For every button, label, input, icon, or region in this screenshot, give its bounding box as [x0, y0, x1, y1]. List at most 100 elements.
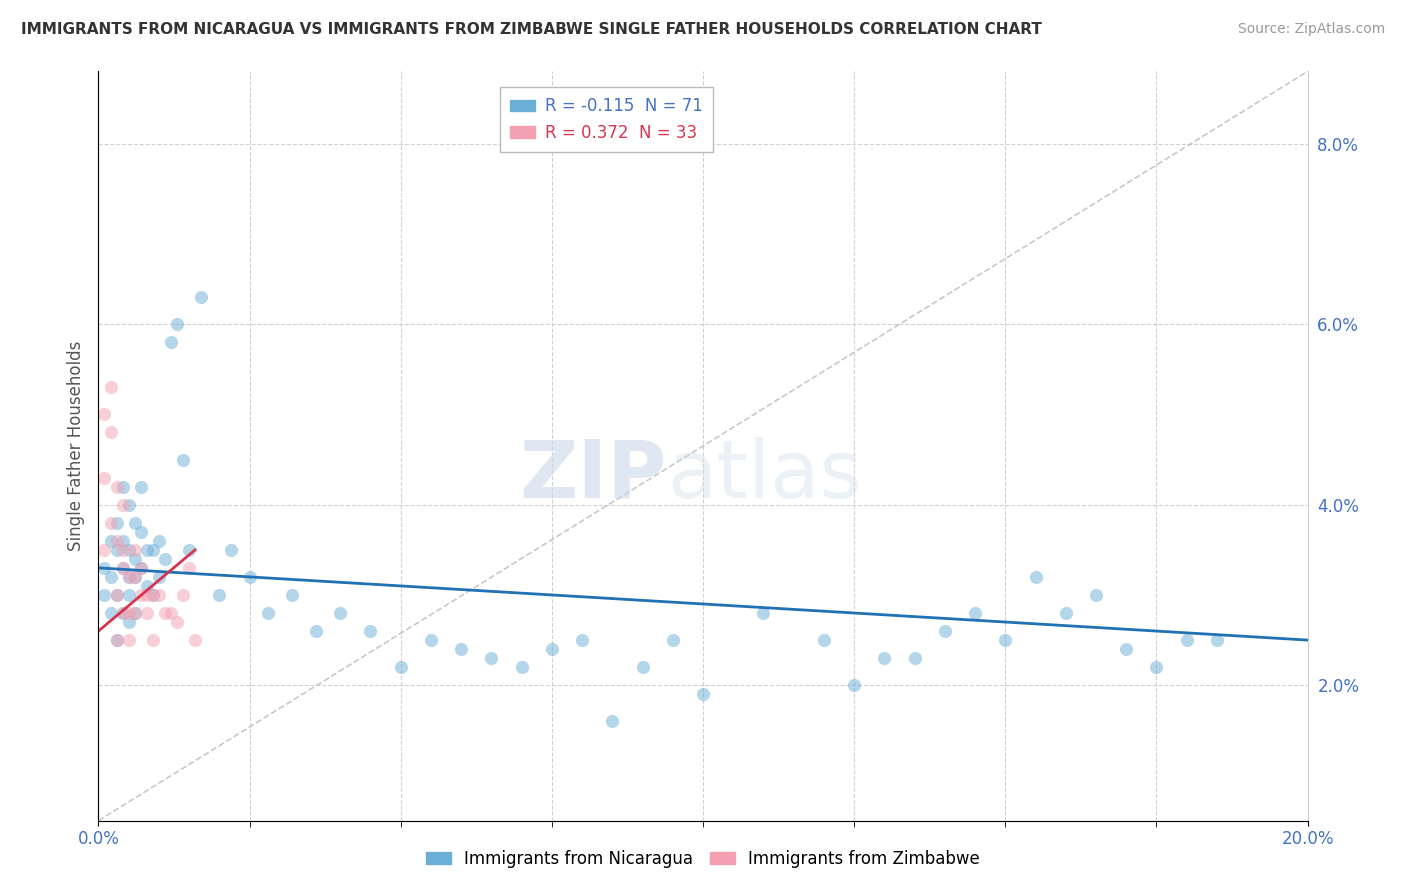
Point: [305, 624, 328, 638]
Point: [93, 542, 115, 557]
Point: [172, 588, 194, 602]
Point: [142, 588, 165, 602]
Point: [160, 606, 183, 620]
Point: [124, 516, 146, 530]
Point: [179, 542, 201, 557]
Point: [142, 588, 165, 602]
Point: [129, 561, 152, 575]
Point: [93, 408, 115, 422]
Point: [256, 606, 278, 620]
Point: [118, 542, 141, 557]
Point: [1144, 660, 1167, 674]
Point: [111, 480, 134, 494]
Point: [166, 317, 188, 331]
Legend: Immigrants from Nicaragua, Immigrants from Zimbabwe: Immigrants from Nicaragua, Immigrants fr…: [419, 844, 987, 875]
Point: [281, 588, 304, 602]
Point: [148, 570, 170, 584]
Point: [105, 533, 128, 548]
Point: [105, 588, 128, 602]
Point: [129, 561, 152, 575]
Legend: R = -0.115  N = 71, R = 0.372  N = 33: R = -0.115 N = 71, R = 0.372 N = 33: [499, 87, 713, 152]
Point: [160, 335, 183, 350]
Point: [100, 425, 122, 440]
Point: [118, 498, 141, 512]
Point: [129, 588, 152, 602]
Point: [172, 452, 194, 467]
Point: [153, 606, 176, 620]
Point: [105, 633, 128, 648]
Point: [135, 606, 157, 620]
Point: [100, 570, 122, 584]
Point: [93, 561, 115, 575]
Point: [100, 516, 122, 530]
Point: [124, 606, 146, 620]
Point: [965, 606, 987, 620]
Point: [1115, 642, 1137, 657]
Point: [904, 651, 927, 665]
Point: [190, 290, 212, 304]
Point: [129, 524, 152, 539]
Point: [135, 579, 157, 593]
Point: [481, 651, 503, 665]
Point: [118, 606, 141, 620]
Point: [752, 606, 775, 620]
Point: [111, 498, 134, 512]
Point: [100, 606, 122, 620]
Point: [153, 552, 176, 566]
Point: [124, 542, 146, 557]
Point: [111, 561, 134, 575]
Point: [100, 533, 122, 548]
Point: [142, 542, 165, 557]
Point: [135, 542, 157, 557]
Point: [360, 624, 382, 638]
Point: [124, 606, 146, 620]
Point: [179, 561, 201, 575]
Point: [844, 678, 866, 692]
Point: [118, 633, 141, 648]
Point: [166, 615, 188, 629]
Point: [124, 570, 146, 584]
Point: [692, 687, 714, 701]
Point: [118, 615, 141, 629]
Point: [118, 570, 141, 584]
Point: [389, 660, 412, 674]
Point: [1024, 570, 1046, 584]
Point: [420, 633, 443, 648]
Point: [148, 588, 170, 602]
Point: [239, 570, 262, 584]
Text: IMMIGRANTS FROM NICARAGUA VS IMMIGRANTS FROM ZIMBABWE SINGLE FATHER HOUSEHOLDS C: IMMIGRANTS FROM NICARAGUA VS IMMIGRANTS …: [21, 22, 1042, 37]
Point: [873, 651, 896, 665]
Point: [111, 606, 134, 620]
Point: [540, 642, 562, 657]
Point: [93, 588, 115, 602]
Point: [105, 633, 128, 648]
Point: [93, 470, 115, 484]
Point: [111, 542, 134, 557]
Point: [100, 380, 122, 394]
Point: [813, 633, 835, 648]
Point: [148, 533, 170, 548]
Point: [111, 606, 134, 620]
Point: [118, 570, 141, 584]
Point: [184, 633, 207, 648]
Point: [1175, 633, 1198, 648]
Point: [934, 624, 956, 638]
Point: [111, 533, 134, 548]
Point: [329, 606, 352, 620]
Point: [124, 552, 146, 566]
Point: [1206, 633, 1229, 648]
Point: [602, 714, 624, 729]
Point: [124, 570, 146, 584]
Y-axis label: Single Father Households: Single Father Households: [66, 341, 84, 551]
Point: [105, 588, 128, 602]
Text: ZIP: ZIP: [519, 437, 666, 515]
Point: [661, 633, 683, 648]
Point: [994, 633, 1017, 648]
Point: [450, 642, 472, 657]
Point: [129, 480, 152, 494]
Point: [105, 542, 128, 557]
Point: [111, 561, 134, 575]
Point: [510, 660, 533, 674]
Point: [105, 480, 128, 494]
Point: [1085, 588, 1108, 602]
